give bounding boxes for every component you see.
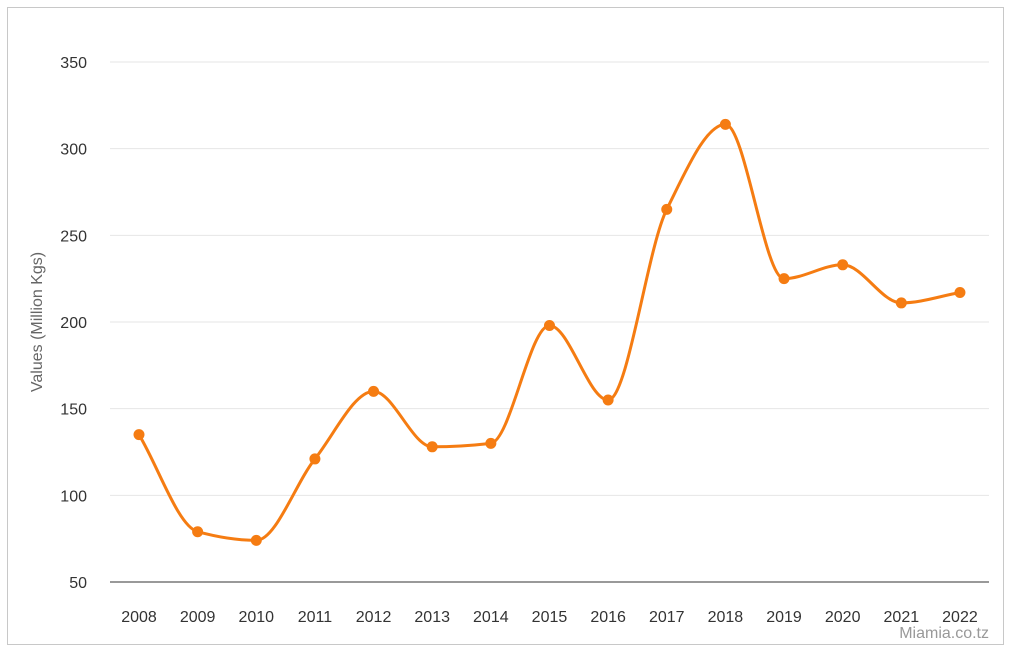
data-point-2015[interactable] bbox=[543, 319, 555, 331]
x-tick-label-2019: 2019 bbox=[766, 609, 802, 626]
x-tick-label-2012: 2012 bbox=[356, 609, 392, 626]
y-tick-label-350: 350 bbox=[60, 55, 87, 72]
x-tick-label-2021: 2021 bbox=[884, 609, 920, 626]
grid-lines bbox=[110, 61, 989, 496]
data-point-2011[interactable] bbox=[309, 453, 321, 465]
y-tick-label-200: 200 bbox=[60, 315, 87, 332]
series-line-0 bbox=[137, 122, 961, 542]
data-point-2013[interactable] bbox=[426, 441, 438, 453]
data-point-2022[interactable] bbox=[954, 287, 966, 299]
data-point-2019[interactable] bbox=[778, 273, 790, 285]
data-point-2016[interactable] bbox=[602, 394, 614, 406]
y-tick-label-300: 300 bbox=[60, 142, 87, 159]
data-point-2014[interactable] bbox=[485, 437, 497, 449]
y-tick-label-100: 100 bbox=[60, 488, 87, 505]
chart-frame bbox=[7, 7, 1004, 645]
credit-text[interactable]: Miamia.co.tz bbox=[899, 625, 989, 642]
data-point-2012[interactable] bbox=[368, 385, 380, 397]
x-tick-label-2010: 2010 bbox=[238, 609, 274, 626]
x-tick-label-2015: 2015 bbox=[532, 609, 568, 626]
data-point-2018[interactable] bbox=[719, 118, 731, 130]
x-tick-label-2016: 2016 bbox=[590, 609, 626, 626]
y-tick-label-50: 50 bbox=[69, 575, 87, 592]
x-tick-label-2018: 2018 bbox=[708, 609, 744, 626]
data-point-2009[interactable] bbox=[192, 526, 204, 538]
y-axis-title: Values (Million Kgs) bbox=[29, 252, 46, 392]
data-point-2020[interactable] bbox=[837, 259, 849, 271]
x-tick-label-2014: 2014 bbox=[473, 609, 509, 626]
data-point-2021[interactable] bbox=[895, 297, 907, 309]
y-axis-ticks: 50 100 150 200 250 300 350 bbox=[60, 55, 87, 592]
x-axis-ticks: 2008 2009 2010 2011 2012 2013 2014 2015 2016 2017… bbox=[121, 609, 978, 626]
data-point-2010[interactable] bbox=[250, 534, 262, 546]
data-point-2008[interactable] bbox=[133, 429, 145, 441]
x-tick-label-2020: 2020 bbox=[825, 609, 861, 626]
x-tick-label-2011: 2011 bbox=[298, 609, 333, 626]
data-point-2017[interactable] bbox=[661, 203, 673, 215]
x-tick-label-2017: 2017 bbox=[649, 609, 685, 626]
x-tick-label-2008: 2008 bbox=[121, 609, 157, 626]
y-tick-label-250: 250 bbox=[60, 228, 87, 245]
series-group bbox=[133, 118, 966, 546]
y-tick-label-150: 150 bbox=[60, 402, 87, 419]
x-tick-label-2009: 2009 bbox=[180, 609, 216, 626]
x-tick-label-2022: 2022 bbox=[942, 609, 978, 626]
x-tick-label-2013: 2013 bbox=[414, 609, 450, 626]
